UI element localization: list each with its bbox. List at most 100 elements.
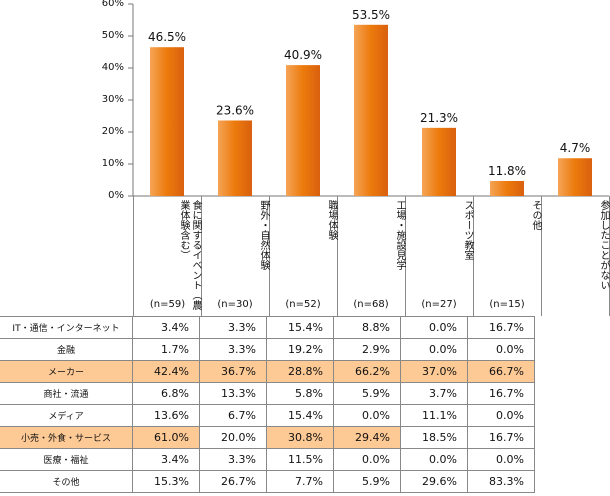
category-label: その他 [530, 200, 541, 230]
table-cell: 29.6% [400, 470, 468, 493]
bar [490, 180, 524, 196]
table-cell: 3.3% [199, 448, 267, 471]
row-label: 金融 [0, 338, 133, 361]
table-row: 小売・外食・サービス 61.0% 20.0% 30.8% 29.4% 18.5% 16.7% [0, 426, 535, 449]
table-cell: 3.7% [400, 382, 468, 405]
sample-size: (n=59) [149, 299, 186, 310]
sample-size: (n=52) [285, 299, 321, 310]
row-label: その他 [0, 470, 133, 493]
table-row: メディア 13.6% 6.7% 15.4% 0.0% 11.1% 0.0% [0, 404, 535, 427]
row-label: IT・通信・インターネット [0, 316, 133, 339]
category-header: その他 (n=15) [473, 196, 542, 316]
table-cell: 29.4% [333, 426, 401, 449]
table-cell: 83.3% [467, 470, 535, 493]
bar [354, 24, 388, 196]
category-label: 食に関するイベント（農業体験含む） [178, 200, 201, 310]
table-row: 金融 1.7% 3.3% 19.2% 2.9% 0.0% 0.0% [0, 338, 535, 361]
table-cell: 8.8% [333, 316, 401, 339]
table-row: 商社・流通 6.8% 13.3% 5.8% 5.9% 3.7% 16.7% [0, 382, 535, 405]
table-row: メーカー 42.4% 36.7% 28.8% 66.2% 37.0% 66.7% [0, 360, 535, 383]
table-cell: 42.4% [132, 360, 200, 383]
sample-size: (n=27) [421, 299, 457, 310]
table-cell: 13.6% [132, 404, 200, 427]
table-row: 医療・福祉 3.4% 3.3% 11.5% 0.0% 0.0% 0.0% [0, 448, 535, 471]
table-cell: 28.8% [266, 360, 334, 383]
y-tick-label: 20% [101, 126, 124, 137]
table-cell: 0.0% [467, 448, 535, 471]
y-tick-label: 0% [108, 190, 124, 201]
sample-size: (n=15) [489, 299, 525, 310]
sample-size: (n=68) [353, 299, 389, 310]
category-label: 参加したことがない [598, 200, 609, 290]
category-label: 職場体験 [326, 200, 337, 240]
table-row: その他 15.3% 26.7% 7.7% 5.9% 29.6% 83.3% [0, 470, 535, 493]
row-label: 商社・流通 [0, 382, 133, 405]
data-label: 53.5% [352, 8, 390, 22]
y-tick-label: 40% [101, 62, 124, 73]
table-cell: 3.3% [199, 316, 267, 339]
y-tick-label: 60% [101, 0, 124, 9]
data-label: 4.7% [560, 141, 591, 155]
table-cell: 66.2% [333, 360, 401, 383]
table-cell: 0.0% [400, 448, 468, 471]
data-label: 21.3% [420, 111, 458, 125]
data-label: 40.9% [284, 48, 322, 62]
table-cell: 36.7% [199, 360, 267, 383]
bar [286, 65, 320, 197]
table-cell: 0.0% [333, 404, 401, 427]
table-row: IT・通信・インターネット 3.4% 3.3% 15.4% 8.8% 0.0% 16.7% [0, 316, 535, 339]
bar [422, 127, 456, 196]
table-cell: 15.3% [132, 470, 200, 493]
category-header: 食に関するイベント（農業体験含む） (n=59) [133, 196, 202, 316]
table-cell: 6.8% [132, 382, 200, 405]
table-cell: 0.0% [467, 338, 535, 361]
table-cell: 3.4% [132, 316, 200, 339]
data-label: 11.8% [488, 164, 526, 178]
category-header: 職場体験 (n=52) [269, 196, 338, 316]
table-cell: 16.7% [467, 382, 535, 405]
row-label: 小売・外食・サービス [0, 426, 133, 449]
table-cell: 0.0% [400, 338, 468, 361]
row-label: 医療・福祉 [0, 448, 133, 471]
category-header: 野外・自然体験 (n=30) [201, 196, 270, 316]
category-label: スポーツ教室 [462, 200, 473, 260]
table-cell: 11.1% [400, 404, 468, 427]
table-cell: 18.5% [400, 426, 468, 449]
table-cell: 5.8% [266, 382, 334, 405]
y-tick-label: 10% [101, 158, 124, 169]
y-tick-label: 50% [101, 30, 124, 41]
table-cell: 16.7% [467, 426, 535, 449]
row-label: メディア [0, 404, 133, 427]
table-cell: 0.0% [400, 316, 468, 339]
table-cell: 2.9% [333, 338, 401, 361]
table-cell: 1.7% [132, 338, 200, 361]
table-cell: 5.9% [333, 382, 401, 405]
table-cell: 7.7% [266, 470, 334, 493]
data-label: 23.6% [216, 103, 254, 117]
table-cell: 19.2% [266, 338, 334, 361]
category-header: スポーツ教室 (n=27) [405, 196, 474, 316]
table-cell: 6.7% [199, 404, 267, 427]
table-cell: 26.7% [199, 470, 267, 493]
bar [218, 120, 252, 196]
table-cell: 5.9% [333, 470, 401, 493]
category-header: 参加したことがない [541, 196, 610, 316]
table-cell: 13.3% [199, 382, 267, 405]
table-cell: 20.0% [199, 426, 267, 449]
data-label: 46.5% [148, 30, 186, 44]
table-cell: 3.3% [199, 338, 267, 361]
category-label: 工場・施設見学 [394, 200, 405, 270]
bar [150, 47, 184, 197]
table-cell: 3.4% [132, 448, 200, 471]
bar [558, 158, 592, 196]
table-cell: 66.7% [467, 360, 535, 383]
bar-chart: 46.5% 23.6% 40.9% 53.5% 21.3% 11.8% 4.7% [128, 3, 609, 197]
table-cell: 11.5% [266, 448, 334, 471]
table-cell: 0.0% [467, 404, 535, 427]
y-tick-label: 30% [101, 94, 124, 105]
sample-size: (n=30) [217, 299, 253, 310]
table-cell: 61.0% [132, 426, 200, 449]
row-label: メーカー [0, 360, 133, 383]
industry-table: IT・通信・インターネット 3.4% 3.3% 15.4% 8.8% 0.0% 16.7% 金… [0, 316, 535, 493]
table-cell: 15.4% [266, 404, 334, 427]
